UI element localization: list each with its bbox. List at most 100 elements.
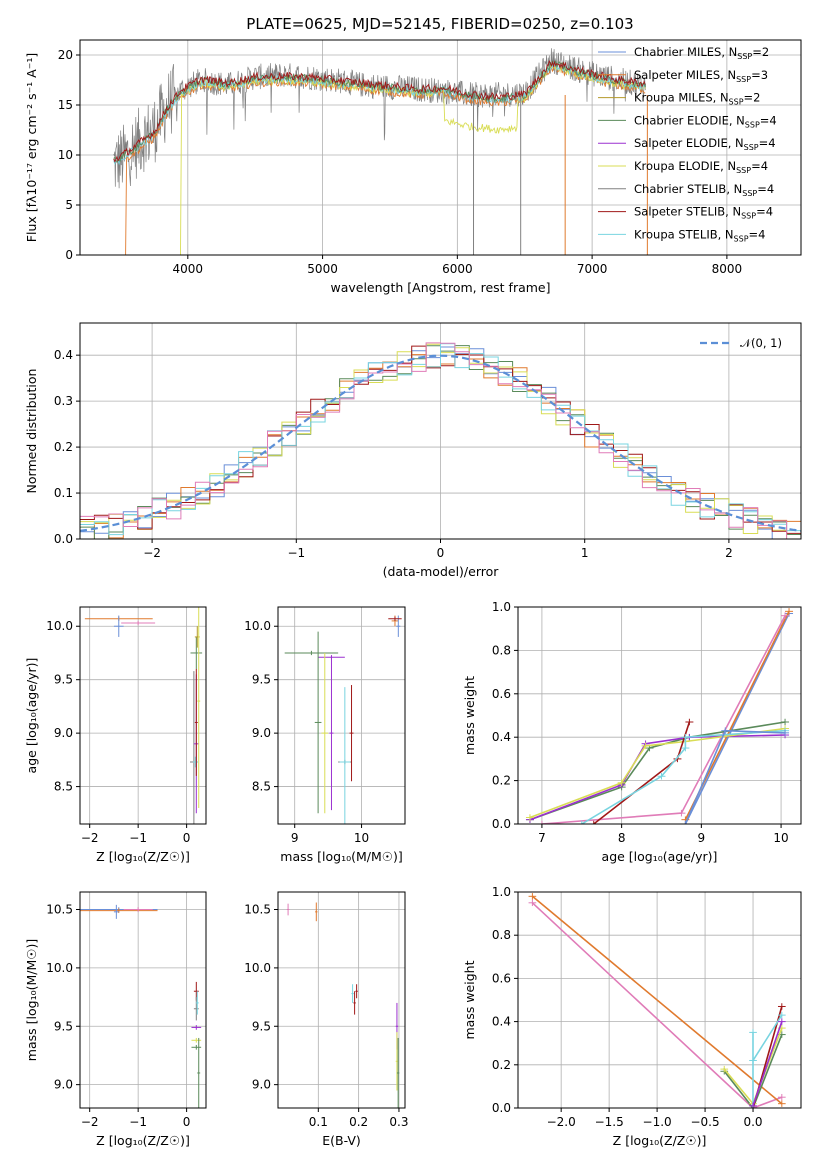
x-tick-label: −1 [129, 831, 147, 845]
x-tick-label: −0.5 [690, 1115, 719, 1129]
legend-entry: Kroupa ELODIE, NSSP=4 [634, 159, 768, 175]
x-axis-label: wavelength [Angstrom, rest frame] [330, 280, 550, 295]
x-tick-label: 0 [183, 831, 191, 845]
spectrum-series [113, 48, 648, 255]
y-axis-label: mass [log₁₀(M/M☉)] [24, 939, 39, 1061]
weight-line [531, 902, 783, 1108]
legend-subscript: SSP [744, 143, 759, 152]
legend-suffix: =4 [751, 159, 768, 173]
model-spectrum-line [113, 59, 646, 163]
y-axis-label: mass weight [462, 676, 477, 755]
weight_vs_age-frame: 7 8 9 10 0.0 0.2 0.4 0.6 0.8 1.0 age [log₁₀(age/yr… [462, 600, 802, 864]
y-tick-label: 10.5 [46, 903, 73, 917]
axes-frame [79, 606, 207, 825]
x-axis-label: E(B-V) [322, 1133, 361, 1148]
x-tick-label: 0.0 [743, 1115, 762, 1129]
y-tick-label: 10.5 [244, 903, 271, 917]
weight-vs-age-lines [525, 608, 794, 824]
weight-line [684, 613, 790, 824]
y-tick-label: 0.0 [492, 817, 511, 831]
y-tick-label: 0 [65, 248, 73, 262]
residuals-legend: 𝒩(0, 1) [700, 336, 782, 350]
x-tick-label: 8000 [712, 262, 743, 276]
weight-line [752, 1014, 783, 1108]
y-tick-label: 9.5 [54, 673, 73, 687]
weight-line [752, 1021, 783, 1107]
legend-entry: Kroupa MILES, NSSP=2 [634, 91, 760, 107]
y-axis-label: Normed distribution [24, 369, 39, 494]
axes-frame [517, 891, 802, 1109]
axes-frame [277, 891, 406, 1109]
axes-frame [79, 39, 802, 256]
x-axis-label: age [log₁₀(age/yr)] [602, 849, 718, 864]
legend-entry: Chabrier STELIB, NSSP=4 [634, 182, 774, 198]
x-tick-label: 0 [183, 1115, 191, 1129]
legend-subscript: SSP [734, 234, 749, 243]
y-tick-label: 9.5 [252, 673, 271, 687]
legend-suffix: =4 [749, 227, 766, 241]
legend-name: Kroupa STELIB, N [634, 227, 734, 241]
y-tick-label: 15 [58, 98, 73, 112]
x-tick-label: 0.1 [309, 1115, 328, 1129]
x-tick-label: 7 [538, 831, 546, 845]
y-tick-label: 5 [65, 198, 73, 212]
legend-suffix: =4 [756, 205, 773, 219]
legend-name: Salpeter MILES, N [634, 68, 736, 82]
legend-subscript: SSP [737, 52, 752, 61]
x-tick-label: 0 [437, 546, 445, 560]
mass_vs_Z-axes [80, 892, 206, 1108]
age_vs_mass-axes [278, 607, 405, 824]
legend-suffix: =2 [744, 91, 761, 105]
x-tick-label: 1 [581, 546, 589, 560]
x-tick-label: 6000 [442, 262, 473, 276]
y-tick-label: 10.0 [244, 619, 271, 633]
legend-name: Chabrier STELIB, N [634, 182, 742, 196]
x-tick-label: 9 [291, 831, 299, 845]
legend-subscript: SSP [736, 75, 751, 84]
y-tick-label: 0.4 [492, 1015, 511, 1029]
x-tick-label: −2 [81, 1115, 99, 1129]
x-tick-label: 10 [773, 831, 788, 845]
x-tick-label: 7000 [577, 262, 608, 276]
x-tick-label: −1 [287, 546, 305, 560]
y-tick-label: 9.0 [252, 726, 271, 740]
x-tick-label: 0.3 [389, 1115, 408, 1129]
legend-name: Chabrier ELODIE, N [634, 113, 745, 127]
x-tick-label: 8 [618, 831, 626, 845]
y-axis-label: Flux [fλ10⁻¹⁷ erg cm⁻² s⁻¹ A⁻¹] [24, 53, 39, 242]
y-tick-label: 9.5 [252, 1019, 271, 1033]
y-axis-label: age [log₁₀(age/yr)] [24, 658, 39, 774]
legend-entry: Salpeter STELIB, NSSP=4 [634, 205, 773, 221]
y-tick-label: 9.0 [54, 1078, 73, 1092]
y-tick-label: 0.8 [492, 928, 511, 942]
y-tick-label: 0.6 [492, 687, 511, 701]
x-tick-label: −1.0 [643, 1115, 672, 1129]
weight-line [723, 1034, 783, 1108]
weight-vs-Z-lines [528, 893, 786, 1108]
y-tick-label: 0.4 [492, 730, 511, 744]
legend-entry: Kroupa STELIB, NSSP=4 [634, 227, 765, 243]
legend-name: Kroupa ELODIE, N [634, 159, 736, 173]
x-axis-label: Z [log₁₀(Z/Z☉)] [96, 849, 190, 864]
y-tick-label: 1.0 [492, 885, 511, 899]
x-axis-label: Z [log₁₀(Z/Z☉)] [613, 1133, 707, 1148]
y-tick-label: 8.5 [252, 780, 271, 794]
legend-entry: Salpeter ELODIE, NSSP=4 [634, 136, 776, 152]
mass_vs_ebv-frame: 0.1 0.2 0.3 9.0 9.5 10.0 10.5 E(B-V) [244, 891, 408, 1148]
weight_vs_Z-axes [518, 891, 801, 1109]
legend-suffix: =4 [757, 182, 774, 196]
legend-name: Salpeter ELODIE, N [634, 136, 744, 150]
x-tick-label: 10 [354, 831, 369, 845]
x-tick-label: 0.2 [349, 1115, 368, 1129]
legend-name: Chabrier MILES, N [634, 45, 737, 59]
x-tick-label: 4000 [173, 262, 204, 276]
figure-title: PLATE=0625, MJD=52145, FIBERID=0250, z=0… [246, 15, 633, 33]
mass-vs-ebv-points [286, 902, 400, 1108]
weight_vs_age-axes [518, 606, 801, 825]
age_vs_Z-frame: −2 −1 0 8.5 9.0 9.5 10.0 Z [log₁₀(Z/Z☉)] age [lo… [24, 606, 207, 864]
legend-suffix: =4 [760, 113, 777, 127]
age-vs-mass-points [284, 615, 402, 824]
legend-suffix: =2 [752, 45, 769, 59]
